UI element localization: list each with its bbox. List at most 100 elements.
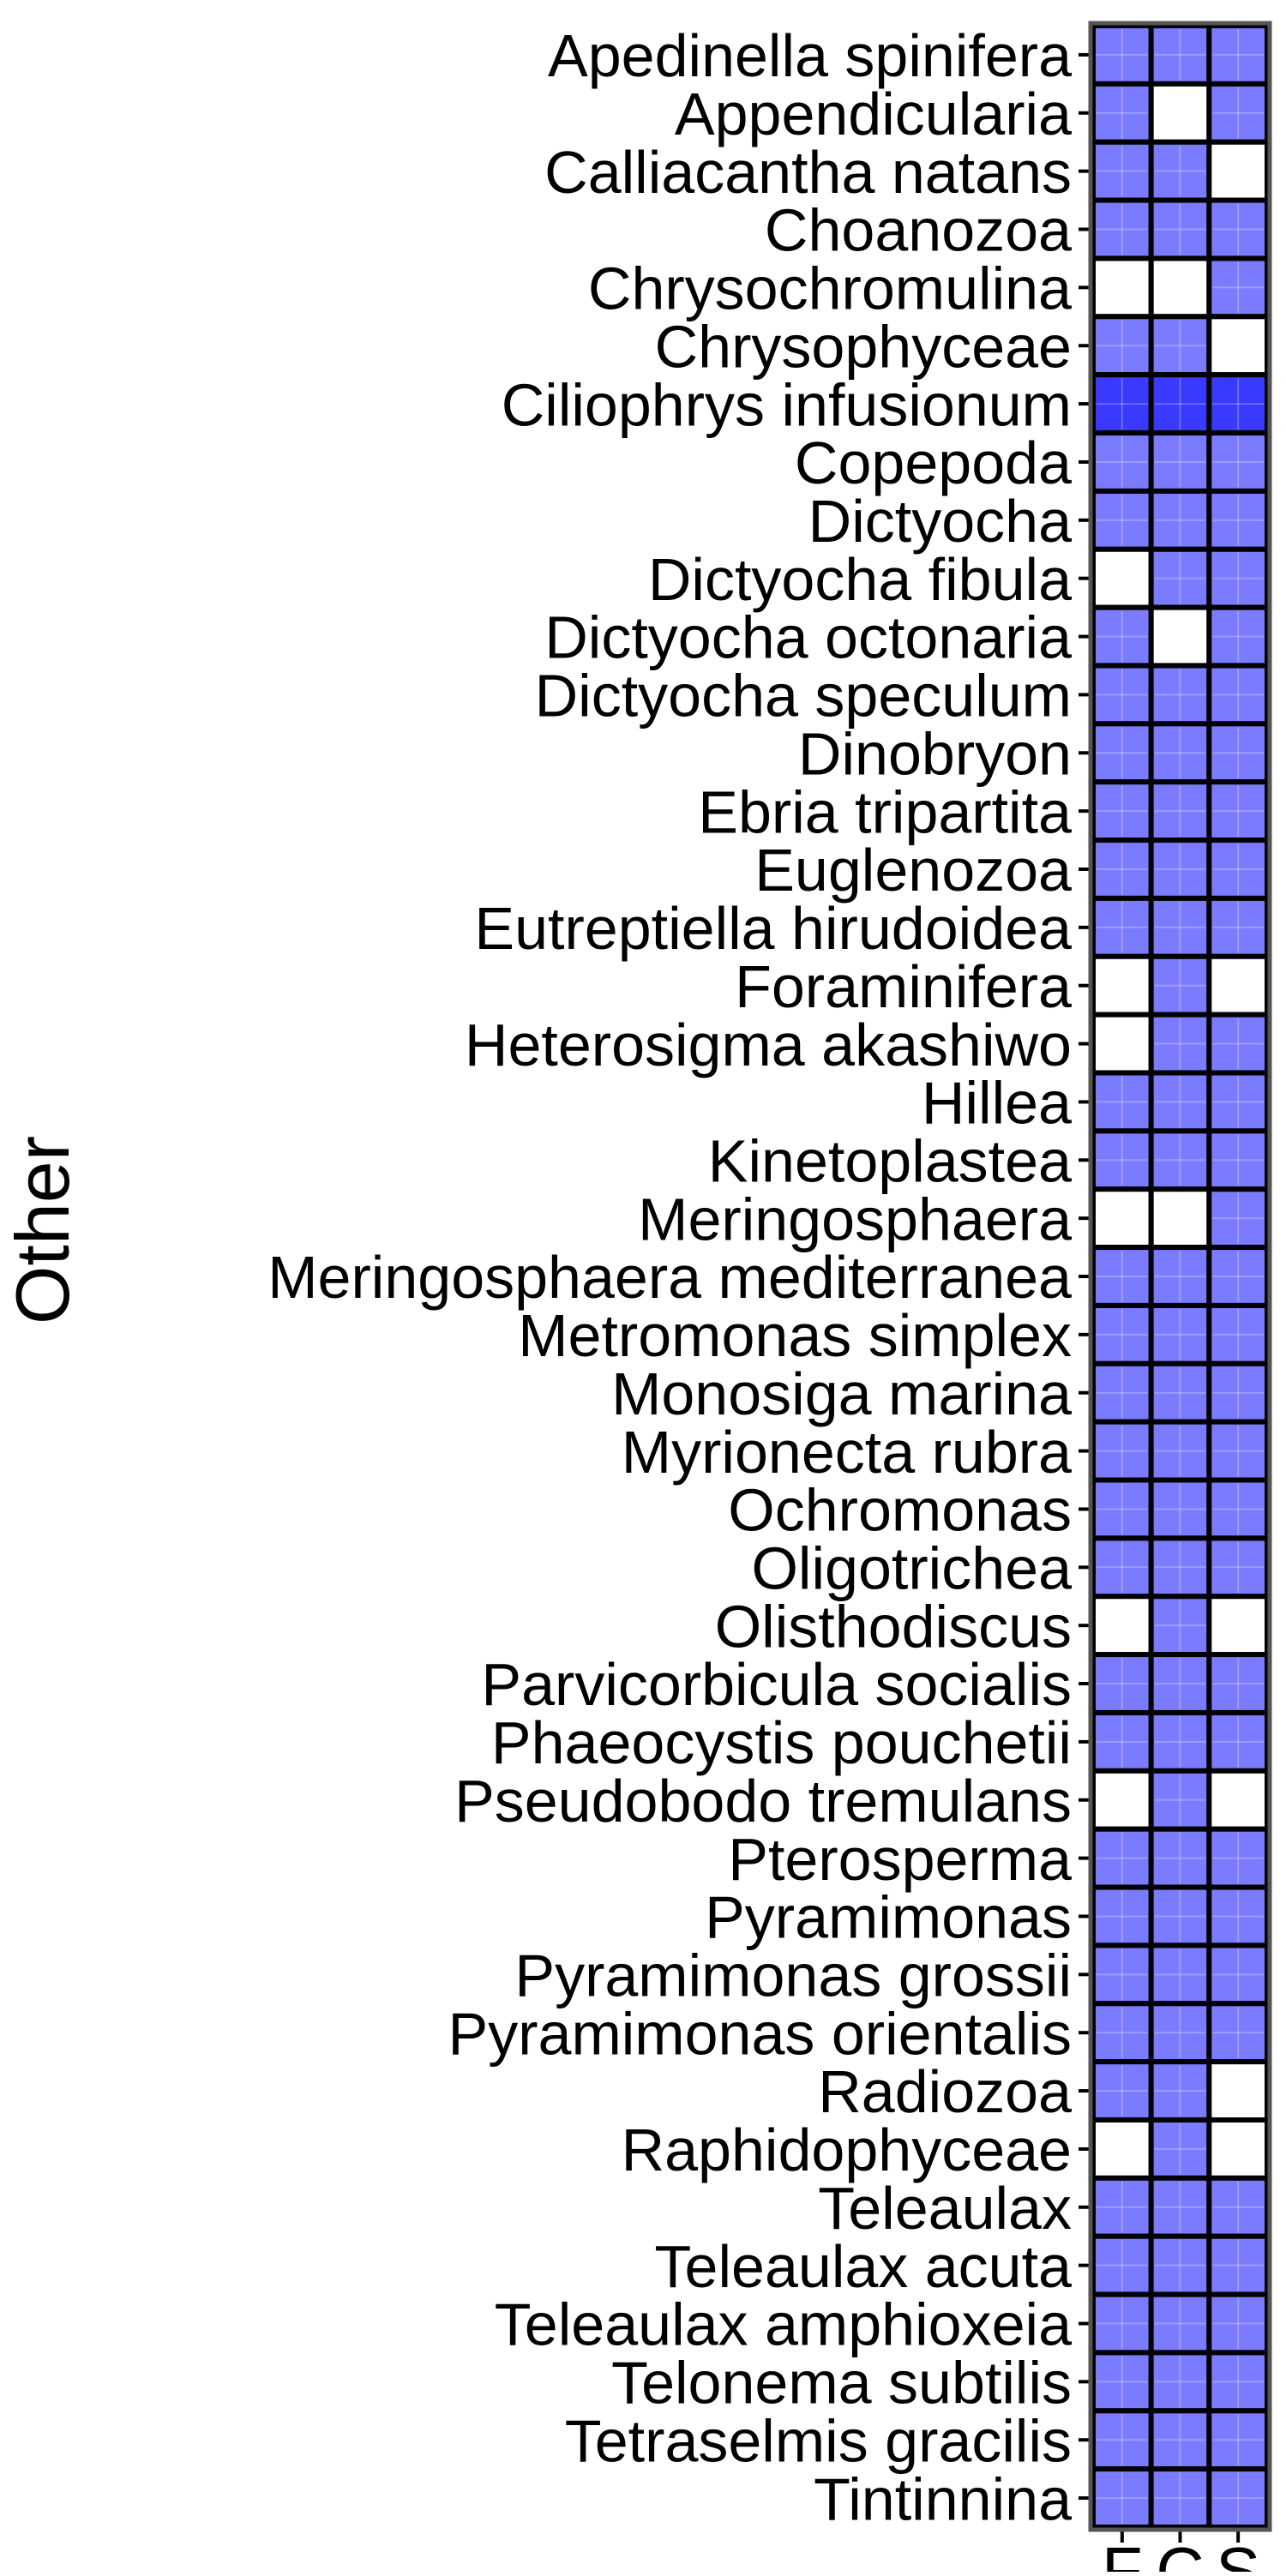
heatmap-cell [1206,1884,1271,1949]
heatmap-cell-rect [1206,1943,1271,2007]
heatmap-cell [1148,430,1212,494]
heatmap-cell [1091,81,1154,145]
heatmap-cell [1148,546,1212,610]
heatmap-cell [1091,255,1154,320]
row-label: Chrysochromulina [588,255,1072,322]
heatmap-cell [1091,1652,1154,1715]
row-label: Dinobryon [798,720,1072,787]
heatmap-cell [1148,2291,1212,2356]
heatmap-cell [1091,314,1154,378]
heatmap-cell [1091,139,1154,203]
heatmap-cell-rect [1206,2466,1271,2531]
heatmap-cell [1206,604,1271,669]
heatmap-cell [1206,197,1271,261]
heatmap-cell [1206,2466,1271,2531]
heatmap-cell [1148,1652,1212,1715]
heatmap-cell-rect [1206,779,1271,844]
heatmap-cell [1091,1186,1154,1251]
heatmap-cell [1206,488,1271,552]
heatmap-cell [1091,2175,1154,2239]
heatmap-cell-rect [1148,2466,1212,2531]
heatmap-cell [1206,1302,1271,1366]
heatmap-cell [1148,2175,1212,2239]
row-label: Meringosphaera mediterranea [267,1244,1072,1311]
row-label: Pterosperma [728,1826,1072,1893]
row-label: Teleaulax [818,2175,1072,2242]
heatmap-cell [1091,663,1154,727]
heatmap-cell [1206,1245,1271,1308]
heatmap-cell [1206,430,1271,494]
row-label: Olisthodiscus [715,1593,1072,1660]
heatmap-cell [1148,1302,1212,1366]
heatmap-cell-rect [1206,430,1271,494]
heatmap-cell [1091,1943,1154,2007]
row-label: Metromonas simplex [518,1302,1072,1369]
heatmap-cell [1206,1594,1271,1658]
heatmap-cell [1091,1594,1154,1658]
heatmap-cell [1206,1012,1271,1076]
heatmap-cell [1206,2001,1271,2065]
heatmap-cell-rect [1206,1709,1271,1774]
heatmap-cell [1091,1826,1154,1890]
heatmap-cell [1148,1245,1212,1308]
heatmap-cell-rect [1091,139,1154,203]
heatmap-cell [1148,23,1212,87]
heatmap-cell [1091,721,1154,785]
heatmap-cell [1091,2233,1154,2297]
heatmap-cell [1206,1128,1271,1192]
heatmap-cell [1091,2059,1154,2123]
heatmap-cell [1206,1768,1271,1832]
heatmap-cell-rect [1206,1012,1271,1076]
heatmap-cell-rect [1148,663,1212,727]
heatmap-cell-rect [1206,2175,1271,2239]
heatmap-cell [1148,779,1212,844]
heatmap-cell [1148,2117,1212,2181]
heatmap-cell [1206,2117,1271,2181]
row-label: Kinetoplastea [708,1127,1072,1194]
heatmap-cell [1206,895,1271,959]
heatmap-cell [1148,2408,1212,2472]
row-label: Appendicularia [675,81,1072,147]
row-label: Hillea [922,1070,1072,1137]
row-label: Eutreptiella hirudoidea [474,895,1072,962]
heatmap-cell [1206,779,1271,844]
row-label: Phaeocystis pouchetii [491,1709,1072,1776]
y-axis-label: Other [0,1136,85,1324]
heatmap-cell [1091,1360,1154,1425]
heatmap-cell [1148,1012,1212,1076]
heatmap-cell [1091,1302,1154,1366]
heatmap-cell [1206,1535,1271,1600]
heatmap-cell [1091,2350,1154,2414]
heatmap-cell [1148,1070,1212,1134]
heatmap-cell-rect [1206,139,1271,203]
heatmap-cell [1148,1594,1212,1658]
heatmap-cell [1206,255,1271,320]
row-label: Dictyocha fibula [648,546,1072,613]
heatmap-cell [1091,1477,1154,1541]
heatmap-cell [1091,2291,1154,2356]
heatmap-cell-rect [1148,604,1212,669]
heatmap-cell [1091,1070,1154,1134]
heatmap-cell [1148,1535,1212,1600]
heatmap-cell [1148,2001,1212,2065]
heatmap-cell-rect [1206,2408,1271,2472]
heatmap-cell-rect [1206,1652,1271,1715]
heatmap-cell [1206,663,1271,727]
heatmap-cell-rect [1206,81,1271,145]
heatmap-cell-rect [1091,2001,1154,2065]
heatmap-cell-rect [1206,1302,1271,1366]
heatmap-cell [1148,838,1212,901]
heatmap-cell [1091,546,1154,610]
heatmap-cell [1206,838,1271,901]
heatmap-cell-rect [1206,1245,1271,1308]
heatmap-cell [1148,1360,1212,1425]
heatmap-cell [1148,1186,1212,1251]
heatmap-cell [1091,604,1154,669]
heatmap-cell-rect [1206,1186,1271,1251]
heatmap-cell [1148,663,1212,727]
heatmap-cell [1148,1128,1212,1192]
heatmap-cell [1091,953,1154,1018]
heatmap-cell [1206,1186,1271,1251]
heatmap-cell [1091,2408,1154,2472]
